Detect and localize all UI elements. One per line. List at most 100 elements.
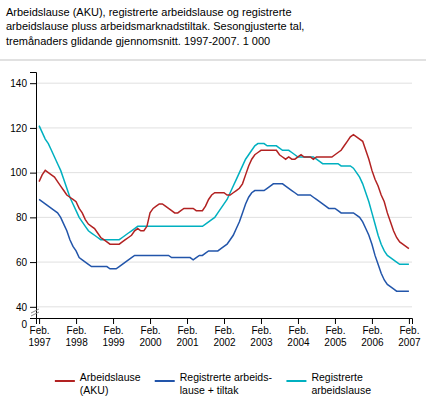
x-tick-label: Feb.2002 — [213, 325, 236, 348]
y-tick-mark — [30, 217, 36, 218]
legend-label-line: arbeidslause — [311, 384, 371, 396]
x-tick: Feb.2005 — [324, 318, 347, 348]
x-tick: Feb.1999 — [102, 318, 125, 348]
title-line: arbeidslause pluss arbeidsmarknadstiltak… — [6, 20, 304, 32]
x-tick-mark — [113, 318, 114, 324]
grid-line — [36, 262, 412, 263]
legend-label-line: Registrerte — [311, 371, 363, 383]
y-tick: 80 — [16, 212, 36, 223]
x-tick-label-line: 2007 — [398, 337, 421, 348]
series-line — [39, 126, 409, 265]
legend-swatch — [155, 380, 175, 382]
x-tick-label: Feb.1997 — [28, 325, 51, 348]
x-tick-label: Feb.1999 — [102, 325, 125, 348]
x-tick-mark — [335, 318, 336, 324]
x-tick-label: Feb.2007 — [398, 325, 421, 348]
legend-label: Registrerte arbeids-lause + tiltak — [180, 371, 273, 396]
x-tick-label-line: 2002 — [213, 337, 236, 348]
legend-label-line: lause + tiltak — [180, 384, 239, 396]
x-tick-label: Feb.2005 — [324, 325, 347, 348]
y-tick: 140 — [10, 78, 36, 89]
legend-item: Registrertearbeidslause — [286, 371, 371, 396]
x-tick-label-line: Feb. — [251, 325, 271, 336]
x-tick-label-line: Feb. — [325, 325, 345, 336]
x-tick: Feb.2003 — [250, 318, 273, 348]
y-tick-mark — [30, 173, 36, 174]
x-tick-mark — [187, 318, 188, 324]
x-tick-label: Feb.2001 — [176, 325, 199, 348]
x-tick-mark — [409, 318, 410, 324]
x-tick: Feb.2006 — [361, 318, 384, 348]
y-tick: 120 — [10, 123, 36, 134]
x-tick-label-line: 2006 — [361, 337, 384, 348]
x-tick-label: Feb.2003 — [250, 325, 273, 348]
chart: Arbeidslause (AKU), registrerte arbeidsl… — [0, 0, 426, 418]
x-tick-label-line: Feb. — [30, 325, 50, 336]
title-line: Arbeidslause (AKU), registrerte arbeidsl… — [6, 6, 292, 18]
x-tick-mark — [372, 318, 373, 324]
x-tick-mark — [150, 318, 151, 324]
grid-line — [36, 306, 412, 307]
series-line — [39, 135, 409, 249]
y-axis: 40 60 80 100 120 140 — [10, 73, 36, 319]
y-tick-mark — [30, 307, 36, 308]
y-tick-label: 40 — [16, 302, 28, 313]
grid — [36, 83, 412, 307]
grid-line — [36, 127, 412, 128]
legend-label: Registrertearbeidslause — [311, 371, 371, 396]
axis-break — [31, 309, 39, 313]
y-tick-label: 80 — [16, 212, 28, 223]
y-tick: 100 — [10, 167, 36, 178]
x-tick-label-line: Feb. — [288, 325, 308, 336]
x-tick-label-line: 2003 — [250, 337, 273, 348]
legend-label-line: Registrerte arbeids- — [180, 371, 273, 383]
x-tick-label: Feb.2000 — [139, 325, 162, 348]
x-tick-label-line: Feb. — [67, 325, 87, 336]
x-tick-label: Feb.2004 — [287, 325, 310, 348]
x-axis: Feb.1997Feb.1998Feb.1999Feb.2000Feb.2001… — [28, 318, 421, 348]
grid-line — [36, 83, 412, 84]
y-tick-label: 60 — [16, 257, 28, 268]
x-tick-mark — [39, 318, 40, 324]
annotation: 0 — [21, 319, 27, 330]
x-tick: Feb.1997 — [28, 318, 51, 348]
y-tick: 40 — [16, 302, 36, 313]
legend-swatch — [286, 380, 306, 382]
legend-label-line: (AKU) — [80, 384, 109, 396]
x-tick-label-line: Feb. — [178, 325, 198, 336]
x-tick-label-line: 1999 — [102, 337, 125, 348]
x-tick-label-line: 2000 — [139, 337, 162, 348]
x-tick-label-line: Feb. — [104, 325, 124, 336]
x-tick-label: Feb.2006 — [361, 325, 384, 348]
x-tick-label-line: Feb. — [214, 325, 234, 336]
y-tick-label: 140 — [10, 78, 27, 89]
legend-label-line: Arbeidslause — [80, 371, 141, 383]
legend-item: Arbeidslause(AKU) — [55, 371, 141, 396]
y-tick-label: 120 — [10, 123, 27, 134]
x-tick-label-line: 1997 — [28, 337, 51, 348]
x-tick: Feb.2001 — [176, 318, 199, 348]
x-tick: Feb.1998 — [65, 318, 88, 348]
x-tick: Feb.2000 — [139, 318, 162, 348]
x-tick-label-line: 2004 — [287, 337, 310, 348]
x-tick-label: Feb.1998 — [65, 325, 88, 348]
y-tick-mark — [30, 128, 36, 129]
x-tick-mark — [224, 318, 225, 324]
x-tick-mark — [261, 318, 262, 324]
y-tick-mark — [30, 262, 36, 263]
legend: Arbeidslause(AKU) Registrerte arbeids-lau… — [55, 371, 371, 396]
x-tick: Feb.2007 — [398, 318, 421, 348]
y-tick: 60 — [16, 257, 36, 268]
x-tick-label-line: 2001 — [176, 337, 199, 348]
lines — [39, 126, 409, 291]
x-tick-label-line: Feb. — [399, 325, 419, 336]
legend-swatch — [55, 380, 75, 382]
title-separator — [0, 60, 426, 61]
x-tick-label-line: Feb. — [141, 325, 161, 336]
title-line: tremånaders glidande gjennomsnitt. 1997-… — [6, 35, 270, 47]
x-tick-label-line: 1998 — [65, 337, 88, 348]
series-line — [39, 184, 409, 291]
legend-item: Registrerte arbeids-lause + tiltak — [155, 371, 273, 396]
x-tick-mark — [298, 318, 299, 324]
x-tick: Feb.2004 — [287, 318, 310, 348]
